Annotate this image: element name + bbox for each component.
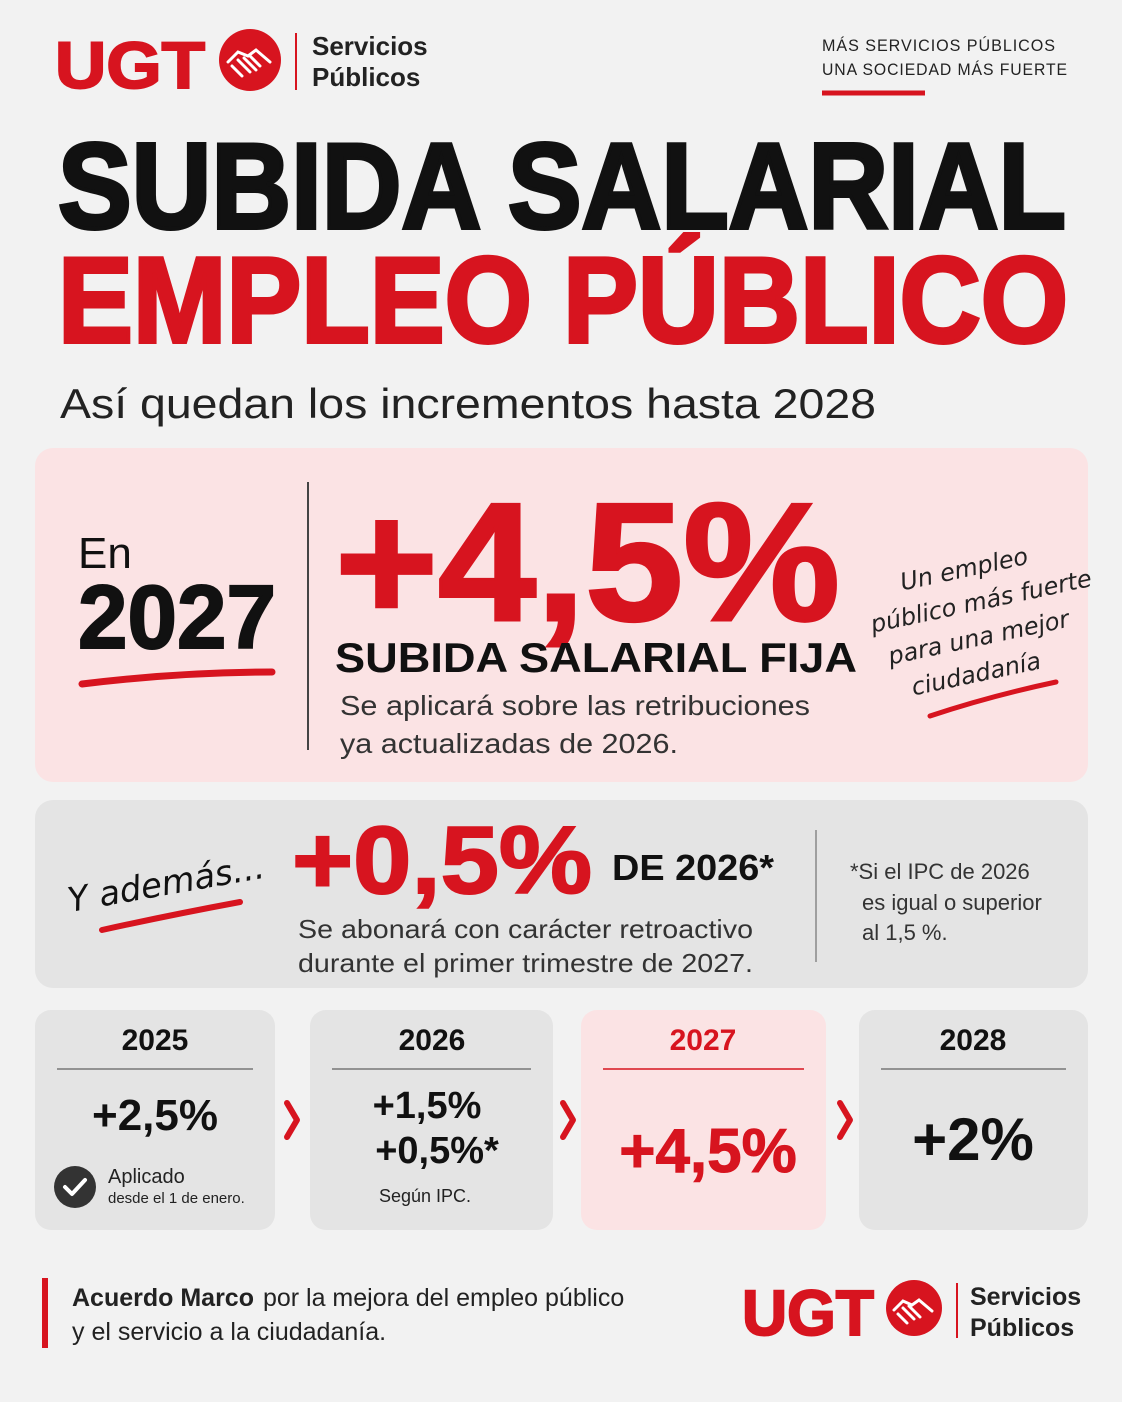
card-value: +4,5%: [619, 1117, 797, 1186]
note: ya actualizadas de 2026.: [340, 728, 678, 759]
footer-bold: Acuerdo Marco: [72, 1284, 254, 1312]
note: durante el primer trimestre de 2027.: [298, 948, 753, 978]
unit: Públicos: [312, 62, 420, 92]
increase: +4,5%: [335, 468, 840, 656]
brand: UGT: [742, 1277, 874, 1349]
underline: [78, 668, 276, 688]
logo: [886, 1280, 942, 1336]
card-value: +1,5%: [373, 1085, 482, 1127]
underline: [927, 679, 1059, 719]
card-year: 2026: [399, 1024, 466, 1057]
unit: Servicios: [312, 31, 428, 61]
footer-rest: por la mejora del empleo público: [263, 1284, 624, 1312]
slogan: MÁS SERVICIOS PÚBLICOS: [822, 36, 1056, 55]
main-box: [35, 448, 1088, 782]
title: SUBIDA SALARIAL: [58, 118, 1066, 254]
card-year: 2025: [122, 1024, 189, 1057]
year-card: [310, 1010, 553, 1230]
prefix: En: [78, 529, 132, 578]
card-year: 2027: [670, 1024, 737, 1057]
year-card: [859, 1010, 1088, 1230]
year: 2027: [78, 568, 276, 668]
arrow: [560, 1100, 576, 1140]
subtitle: Así quedan los incrementos hasta 2028: [60, 380, 876, 427]
footer-text: Acuerdo Marco por la mejora del empleo p…: [72, 1284, 624, 1312]
arrow: [284, 1100, 300, 1140]
footnote: *Si el IPC de 2026: [850, 859, 1030, 884]
check-icon: [54, 1166, 96, 1208]
year-card: [581, 1010, 826, 1230]
card-note: Aplicado: [108, 1166, 185, 1188]
title: EMPLEO PÚBLICO: [58, 232, 1068, 368]
arrow: [837, 1100, 853, 1140]
of-year: DE 2026*: [612, 847, 774, 888]
card-value: +0,5%*: [375, 1130, 499, 1172]
card-value: +2%: [912, 1106, 1034, 1173]
unit: Servicios: [970, 1283, 1081, 1311]
brand: UGT: [55, 28, 205, 102]
note: Se abonará con carácter retroactivo: [298, 914, 753, 944]
card-year: 2028: [940, 1024, 1007, 1057]
year-card: [35, 1010, 275, 1230]
extra-box: [35, 800, 1088, 988]
footnote: al 1,5 %.: [862, 920, 948, 945]
accent-bar: [42, 1278, 48, 1348]
underline: [99, 899, 243, 933]
unit: Públicos: [970, 1314, 1074, 1342]
note: Se aplicará sobre las retribuciones: [340, 690, 810, 721]
card-value: +2,5%: [92, 1091, 218, 1140]
increase: +0,5%: [292, 807, 592, 914]
footer-text: y el servicio a la ciudadanía.: [72, 1318, 386, 1346]
logo: [219, 29, 281, 91]
footnote: es igual o superior: [862, 890, 1042, 915]
card-note: Según IPC.: [379, 1186, 471, 1206]
label: SUBIDA SALARIAL FIJA: [335, 634, 857, 681]
card-note: desde el 1 de enero.: [108, 1190, 245, 1207]
slogan: UNA SOCIEDAD MÁS FUERTE: [822, 60, 1068, 79]
